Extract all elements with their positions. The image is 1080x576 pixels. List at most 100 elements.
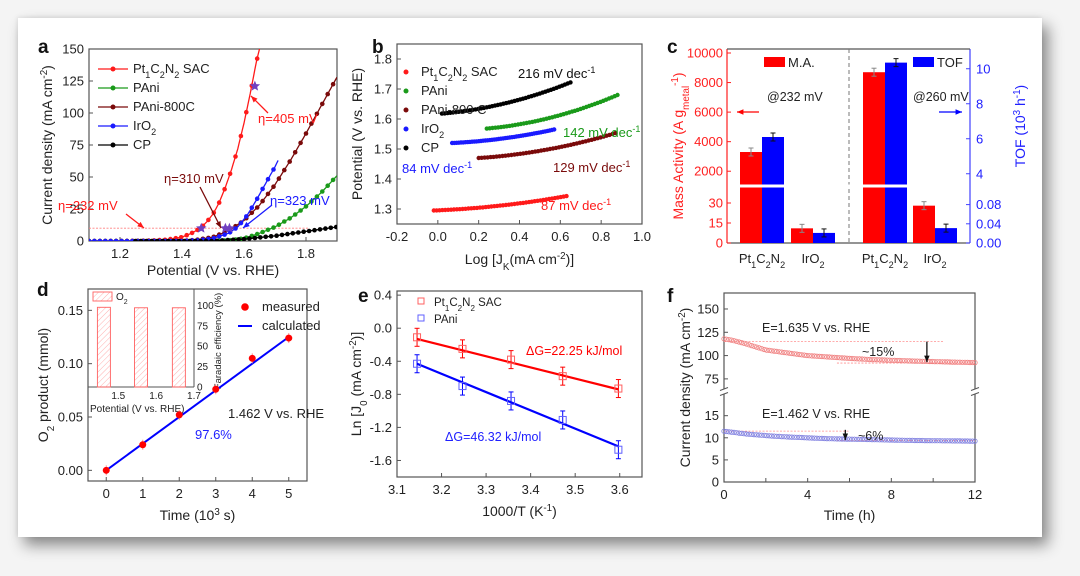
fit-line <box>416 362 619 448</box>
data-point <box>879 437 885 443</box>
data-point <box>866 436 873 443</box>
inset-y-tick-label: 25 <box>197 362 209 373</box>
data-point <box>314 194 320 199</box>
tafel-slope-label: 84 mV dec-1 <box>402 160 472 176</box>
panel-label-c: c <box>667 37 678 58</box>
y-tick-label-left: 4000 <box>694 134 723 149</box>
measured-point <box>139 441 147 449</box>
data-point <box>317 227 323 232</box>
bar-tof <box>935 228 957 243</box>
data-point <box>92 238 97 241</box>
data-point <box>769 348 775 354</box>
data-point <box>736 339 742 345</box>
data-point <box>831 354 838 360</box>
data-point <box>236 237 241 241</box>
data-point <box>144 238 149 241</box>
legend-marker <box>110 85 116 91</box>
bar-mass-activity <box>791 228 813 243</box>
data-point <box>962 359 968 365</box>
data-point <box>859 436 865 442</box>
y-tick-label-left: 8000 <box>694 75 723 90</box>
data-point <box>894 357 900 364</box>
data-point <box>884 437 890 443</box>
measured-point <box>102 466 110 474</box>
text-span: 2 <box>458 304 463 313</box>
text-span: 1 <box>874 260 879 270</box>
y-tick-label: 125 <box>697 325 719 340</box>
x-tick-label: 1 <box>139 486 146 501</box>
text-span: SAC <box>179 61 209 76</box>
text-span: IrO <box>923 251 941 266</box>
legend-marker <box>403 126 409 132</box>
data-point <box>937 438 943 444</box>
data-point <box>330 81 336 87</box>
y-tick-label: 1.4 <box>374 172 392 187</box>
data-point <box>969 359 976 366</box>
data-point <box>786 434 792 440</box>
y-tick-label: 75 <box>705 371 719 386</box>
text-span: N <box>771 251 780 266</box>
data-point <box>103 238 108 241</box>
inset-y-tick-label: 100 <box>197 301 214 312</box>
data-point <box>113 238 119 241</box>
decay-arrow-lower-head <box>842 433 849 440</box>
text-span: 2 <box>780 260 785 270</box>
text-span: 1 <box>145 70 150 80</box>
condition-label-260: @260 mV <box>913 90 969 104</box>
data-point-square <box>507 396 516 405</box>
legend-label: IrO2 <box>133 118 156 137</box>
text-span: C <box>756 251 765 266</box>
data-point <box>871 436 878 443</box>
data-point <box>726 429 732 435</box>
data-point <box>265 176 271 182</box>
axis-break-gap <box>728 184 969 188</box>
data-point <box>301 229 307 234</box>
text-span: PAni <box>434 314 457 326</box>
text-span: N <box>894 251 903 266</box>
measured-point <box>285 334 293 342</box>
data-point <box>214 238 220 241</box>
text-span: 2 <box>470 304 475 313</box>
tafel-slope-label: 87 mV dec-1 <box>541 197 611 213</box>
data-point <box>728 429 735 435</box>
data-point <box>947 359 953 365</box>
data-point <box>851 436 858 442</box>
efficiency-annotation: 97.6% <box>195 427 232 442</box>
data-point <box>746 342 752 348</box>
data-point <box>771 348 777 354</box>
text-span: 2 <box>903 260 908 270</box>
data-point <box>776 433 782 439</box>
data-point <box>824 354 830 360</box>
data-point <box>934 438 940 444</box>
y-tick-label: 0.4 <box>374 288 392 303</box>
text-span: ) <box>670 72 686 77</box>
panel-label-b: b <box>372 37 384 58</box>
data-point <box>781 434 787 440</box>
text-span: (mA cm <box>348 349 364 400</box>
data-point <box>198 238 203 241</box>
x-tick-label: 3.5 <box>566 482 584 497</box>
axis-break-mark <box>970 387 980 391</box>
text-span: 2 <box>462 73 467 83</box>
data-point <box>939 438 946 444</box>
data-point <box>761 432 767 438</box>
text-span: 2 <box>439 130 444 140</box>
y-tick-label: 150 <box>697 301 719 316</box>
data-point <box>869 436 875 443</box>
data-point <box>222 232 227 237</box>
data-point <box>876 437 883 443</box>
y-tick-label-left: 0 <box>716 236 723 251</box>
y-tick-label-right: 4 <box>976 166 983 181</box>
data-point <box>254 231 260 237</box>
data-point <box>182 238 187 241</box>
overpotential-star <box>196 222 207 233</box>
data-point <box>884 357 890 363</box>
arrow-eta-310 <box>199 186 222 229</box>
data-point <box>937 359 943 365</box>
text-span: N <box>453 64 462 79</box>
data-point <box>254 205 260 210</box>
text-span: Ln [J <box>348 406 364 436</box>
text-span: Current density (mA cm <box>39 79 55 225</box>
data-point <box>271 167 276 172</box>
data-point <box>859 356 865 362</box>
